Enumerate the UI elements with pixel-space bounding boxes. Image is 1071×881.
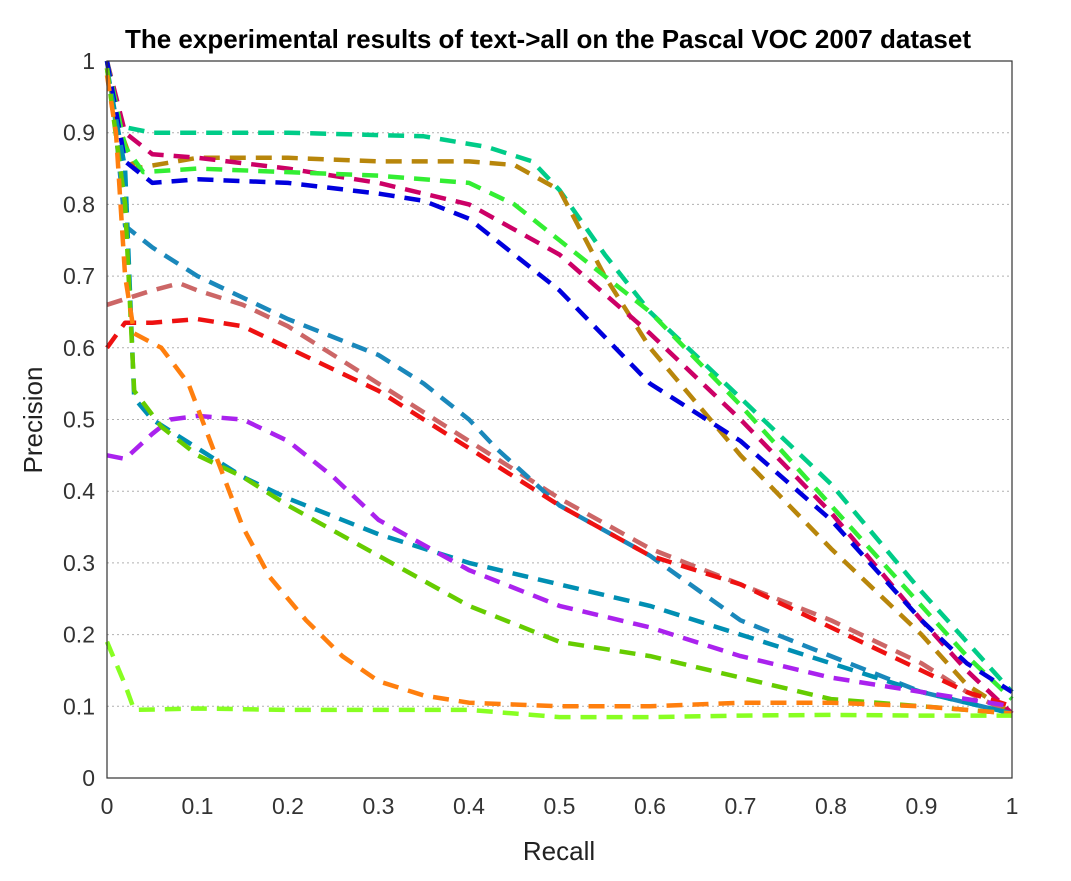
y-tick-label: 0.3: [63, 550, 95, 576]
y-tick-label: 0.1: [63, 693, 95, 719]
y-tick-label: 0.4: [63, 478, 95, 504]
series-line-6: [106, 281, 1013, 716]
series-line-4: [104, 60, 1014, 701]
y-tick-label: 0.8: [63, 191, 95, 217]
x-tick-label: 1: [1006, 793, 1019, 819]
grid-lines: [107, 132, 1012, 707]
x-tick-label: 0: [101, 793, 114, 819]
series-line-12: [104, 74, 1013, 716]
series-line-13: [104, 640, 1012, 720]
series-line-7: [104, 67, 1013, 716]
x-tick-label: 0.8: [815, 793, 847, 819]
x-tick-label: 0.7: [725, 793, 757, 819]
x-tick-label: 0.9: [906, 793, 938, 819]
y-tick-label: 0.7: [63, 263, 95, 289]
y-tick-label: 0.6: [63, 335, 95, 361]
y-tick-label: 0.5: [63, 407, 95, 433]
x-tick-label: 0.6: [634, 793, 666, 819]
x-tick-label: 0.3: [363, 793, 395, 819]
x-tick-label: 0.2: [272, 793, 304, 819]
series-line-1: [104, 60, 1014, 694]
x-tick-labels: 0 0.1 0.2 0.3 0.4 0.5 0.6 0.7 0.8 0.9 1: [101, 793, 1019, 819]
y-tick-labels: 0 0.1 0.2 0.3 0.4 0.5 0.6 0.7 0.8 0.9 1: [63, 48, 95, 791]
x-axis-label: Recall: [523, 836, 595, 866]
series-line-2: [104, 60, 1014, 716]
x-tick-label: 0.4: [453, 793, 485, 819]
series-line-9: [104, 67, 1013, 716]
y-tick-label: 1: [82, 48, 95, 74]
series-line-5: [104, 60, 1014, 694]
series-lines: [104, 60, 1014, 720]
y-axis-label: Precision: [18, 367, 48, 474]
y-tick-label: 0: [82, 765, 95, 791]
series-line-8: [105, 316, 1013, 709]
chart-title: The experimental results of text->all on…: [125, 24, 971, 54]
y-tick-label: 0.2: [63, 622, 95, 648]
x-tick-label: 0.1: [182, 793, 214, 819]
y-tick-label: 0.9: [63, 120, 95, 146]
x-tick-label: 0.5: [544, 793, 576, 819]
plot-frame: [106, 60, 1013, 779]
series-line-11: [104, 67, 1013, 716]
series-line-10: [106, 413, 1013, 709]
